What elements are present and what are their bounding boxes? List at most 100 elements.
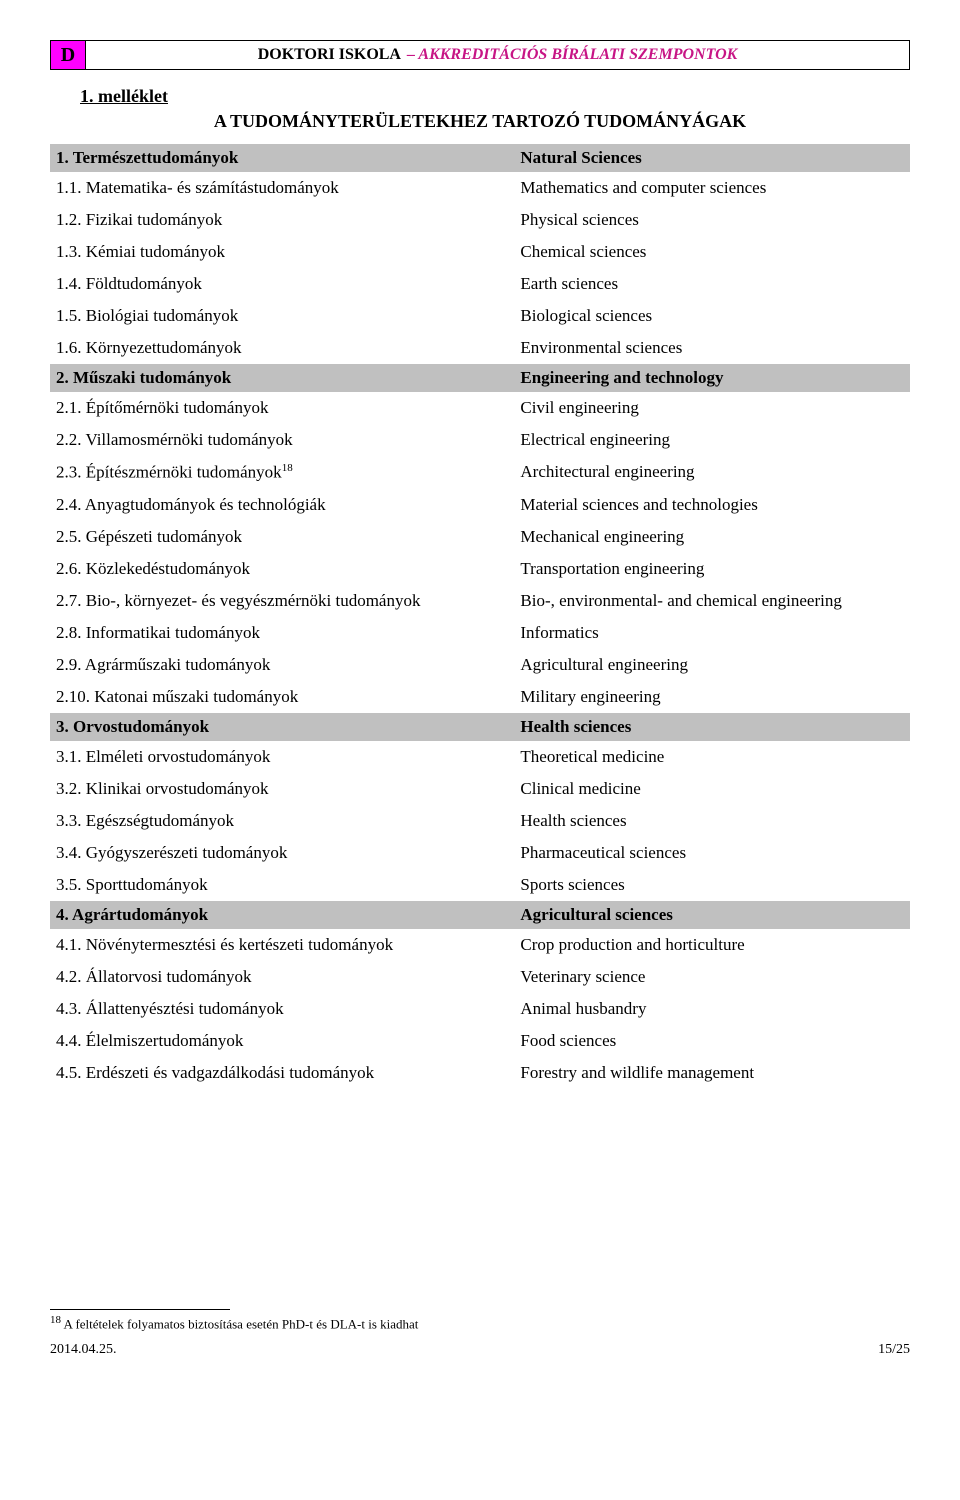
table-group-header: 3. OrvostudományokHealth sciences xyxy=(50,713,910,741)
field-label-hu: 2.7. Bio-, környezet- és vegyészmérnöki … xyxy=(50,585,514,617)
field-label-hu: 1.6. Környezettudományok xyxy=(50,332,514,364)
field-label-en: Physical sciences xyxy=(514,204,910,236)
field-label-hu: 2.2. Villamosmérnöki tudományok xyxy=(50,424,514,456)
group-label-en: Engineering and technology xyxy=(514,364,910,392)
field-label-en: Pharmaceutical sciences xyxy=(514,837,910,869)
field-label-en: Veterinary science xyxy=(514,961,910,993)
table-row: 2.10. Katonai műszaki tudományokMilitary… xyxy=(50,681,910,713)
field-label-hu: 4.5. Erdészeti és vadgazdálkodási tudomá… xyxy=(50,1057,514,1089)
header-banner: D DOKTORI ISKOLA – AKKREDITÁCIÓS BÍRÁLAT… xyxy=(50,40,910,70)
table-row: 1.5. Biológiai tudományokBiological scie… xyxy=(50,300,910,332)
table-row: 2.5. Gépészeti tudományokMechanical engi… xyxy=(50,521,910,553)
field-label-en: Crop production and horticulture xyxy=(514,929,910,961)
group-label-en: Health sciences xyxy=(514,713,910,741)
table-row: 4.2. Állatorvosi tudományokVeterinary sc… xyxy=(50,961,910,993)
footer-date: 2014.04.25. xyxy=(50,1342,117,1358)
field-label-hu: 2.3. Építészmérnöki tudományok18 xyxy=(50,456,514,489)
table-row: 2.6. KözlekedéstudományokTransportation … xyxy=(50,553,910,585)
field-label-hu: 2.5. Gépészeti tudományok xyxy=(50,521,514,553)
field-label-en: Mechanical engineering xyxy=(514,521,910,553)
footnote-separator xyxy=(50,1309,230,1310)
field-label-en: Architectural engineering xyxy=(514,456,910,489)
table-row: 1.1. Matematika- és számítástudományokMa… xyxy=(50,172,910,204)
field-label-hu: 2.10. Katonai műszaki tudományok xyxy=(50,681,514,713)
table-row: 3.5. SporttudományokSports sciences xyxy=(50,869,910,901)
field-label-hu: 1.3. Kémiai tudományok xyxy=(50,236,514,268)
fields-table: 1. TermészettudományokNatural Sciences1.… xyxy=(50,144,910,1089)
field-label-en: Agricultural engineering xyxy=(514,649,910,681)
table-group-header: 1. TermészettudományokNatural Sciences xyxy=(50,144,910,172)
attachment-label: 1. melléklet xyxy=(80,86,910,107)
field-label-hu: 2.8. Informatikai tudományok xyxy=(50,617,514,649)
header-title-magenta: – AKKREDITÁCIÓS BÍRÁLATI SZEMPONTOK xyxy=(407,46,737,64)
footnote: 18 A feltételek folyamatos biztosítása e… xyxy=(50,1314,910,1332)
field-label-en: Health sciences xyxy=(514,805,910,837)
table-row: 4.4. ÉlelmiszertudományokFood sciences xyxy=(50,1025,910,1057)
field-label-en: Sports sciences xyxy=(514,869,910,901)
field-label-hu: 4.3. Állattenyésztési tudományok xyxy=(50,993,514,1025)
footnote-text: A feltételek folyamatos biztosítása eset… xyxy=(61,1316,418,1331)
field-label-hu: 3.4. Gyógyszerészeti tudományok xyxy=(50,837,514,869)
table-row: 4.3. Állattenyésztési tudományokAnimal h… xyxy=(50,993,910,1025)
group-label-hu: 3. Orvostudományok xyxy=(50,713,514,741)
page-footer: 2014.04.25. 15/25 xyxy=(50,1342,910,1358)
field-label-hu: 3.3. Egészségtudományok xyxy=(50,805,514,837)
field-label-en: Environmental sciences xyxy=(514,332,910,364)
field-label-hu: 1.4. Földtudományok xyxy=(50,268,514,300)
field-label-en: Civil engineering xyxy=(514,392,910,424)
table-row: 3.3. EgészségtudományokHealth sciences xyxy=(50,805,910,837)
field-label-en: Transportation engineering xyxy=(514,553,910,585)
field-label-hu: 1.2. Fizikai tudományok xyxy=(50,204,514,236)
table-row: 2.3. Építészmérnöki tudományok18Architec… xyxy=(50,456,910,489)
field-label-en: Theoretical medicine xyxy=(514,741,910,773)
table-row: 2.9. Agrárműszaki tudományokAgricultural… xyxy=(50,649,910,681)
field-label-hu: 2.1. Építőmérnöki tudományok xyxy=(50,392,514,424)
table-row: 3.4. Gyógyszerészeti tudományokPharmaceu… xyxy=(50,837,910,869)
field-label-hu: 3.5. Sporttudományok xyxy=(50,869,514,901)
table-row: 1.3. Kémiai tudományokChemical sciences xyxy=(50,236,910,268)
document-page: D DOKTORI ISKOLA – AKKREDITÁCIÓS BÍRÁLAT… xyxy=(0,0,960,1500)
table-row: 1.2. Fizikai tudományokPhysical sciences xyxy=(50,204,910,236)
group-label-hu: 2. Műszaki tudományok xyxy=(50,364,514,392)
footnote-marker: 18 xyxy=(282,462,293,474)
field-label-en: Animal husbandry xyxy=(514,993,910,1025)
field-label-en: Forestry and wildlife management xyxy=(514,1057,910,1089)
table-row: 2.8. Informatikai tudományokInformatics xyxy=(50,617,910,649)
field-label-hu: 2.9. Agrárműszaki tudományok xyxy=(50,649,514,681)
table-row: 4.1. Növénytermesztési és kertészeti tud… xyxy=(50,929,910,961)
field-label-hu: 3.2. Klinikai orvostudományok xyxy=(50,773,514,805)
field-label-en: Material sciences and technologies xyxy=(514,489,910,521)
header-title: DOKTORI ISKOLA – AKKREDITÁCIÓS BÍRÁLATI … xyxy=(86,41,909,69)
document-subtitle: A TUDOMÁNYTERÜLETEKHEZ TARTOZÓ TUDOMÁNYÁ… xyxy=(110,111,850,132)
field-label-hu: 4.2. Állatorvosi tudományok xyxy=(50,961,514,993)
footer-page-number: 15/25 xyxy=(878,1342,910,1358)
group-label-en: Agricultural sciences xyxy=(514,901,910,929)
table-group-header: 4. AgrártudományokAgricultural sciences xyxy=(50,901,910,929)
field-label-en: Military engineering xyxy=(514,681,910,713)
table-row: 2.4. Anyagtudományok és technológiákMate… xyxy=(50,489,910,521)
field-label-hu: 1.1. Matematika- és számítástudományok xyxy=(50,172,514,204)
field-label-hu: 2.4. Anyagtudományok és technológiák xyxy=(50,489,514,521)
table-row: 1.4. FöldtudományokEarth sciences xyxy=(50,268,910,300)
footnote-ref: 18 xyxy=(50,1314,61,1326)
table-row: 2.1. Építőmérnöki tudományokCivil engine… xyxy=(50,392,910,424)
field-label-hu: 2.6. Közlekedéstudományok xyxy=(50,553,514,585)
table-row: 2.7. Bio-, környezet- és vegyészmérnöki … xyxy=(50,585,910,617)
field-label-hu: 1.5. Biológiai tudományok xyxy=(50,300,514,332)
field-label-en: Biological sciences xyxy=(514,300,910,332)
header-letter-badge: D xyxy=(51,41,86,69)
field-label-en: Informatics xyxy=(514,617,910,649)
table-group-header: 2. Műszaki tudományokEngineering and tec… xyxy=(50,364,910,392)
header-title-black: DOKTORI ISKOLA xyxy=(258,46,401,64)
table-row: 1.6. KörnyezettudományokEnvironmental sc… xyxy=(50,332,910,364)
field-label-hu: 3.1. Elméleti orvostudományok xyxy=(50,741,514,773)
table-row: 3.1. Elméleti orvostudományokTheoretical… xyxy=(50,741,910,773)
field-label-hu: 4.4. Élelmiszertudományok xyxy=(50,1025,514,1057)
group-label-hu: 4. Agrártudományok xyxy=(50,901,514,929)
table-row: 3.2. Klinikai orvostudományokClinical me… xyxy=(50,773,910,805)
field-label-en: Earth sciences xyxy=(514,268,910,300)
field-label-en: Food sciences xyxy=(514,1025,910,1057)
group-label-en: Natural Sciences xyxy=(514,144,910,172)
table-row: 4.5. Erdészeti és vadgazdálkodási tudomá… xyxy=(50,1057,910,1089)
field-label-en: Clinical medicine xyxy=(514,773,910,805)
